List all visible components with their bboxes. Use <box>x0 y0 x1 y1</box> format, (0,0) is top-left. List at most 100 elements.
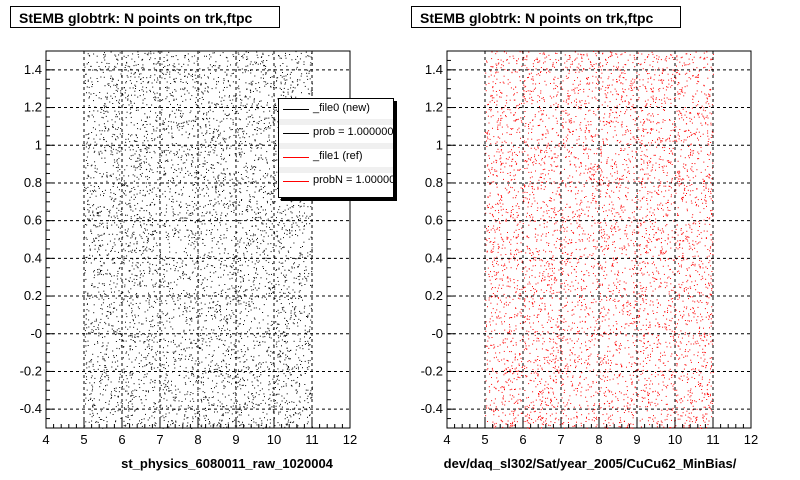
scatter-point <box>209 58 210 60</box>
scatter-point <box>151 202 153 203</box>
scatter-point <box>93 271 95 273</box>
scatter-point <box>132 53 134 55</box>
scatter-point <box>180 122 182 124</box>
scatter-point <box>178 109 180 111</box>
scatter-point <box>96 70 98 72</box>
scatter-point <box>103 283 105 285</box>
scatter-point <box>305 217 307 219</box>
scatter-point <box>217 300 219 302</box>
scatter-point <box>131 398 133 400</box>
scatter-point <box>126 255 128 257</box>
scatter-point <box>191 160 193 162</box>
scatter-point <box>120 293 122 295</box>
scatter-point <box>173 233 175 235</box>
scatter-point <box>143 223 145 225</box>
scatter-point <box>138 363 140 364</box>
scatter-point <box>208 404 210 406</box>
scatter-point <box>123 357 124 359</box>
scatter-point <box>184 162 186 164</box>
scatter-point <box>298 282 300 284</box>
scatter-point <box>262 223 264 225</box>
scatter-point <box>286 416 288 418</box>
scatter-point <box>89 393 91 395</box>
scatter-point <box>195 103 197 105</box>
scatter-point <box>265 361 267 363</box>
scatter-point <box>255 109 257 111</box>
scatter-point <box>216 162 218 164</box>
scatter-point <box>129 372 131 374</box>
scatter-point <box>308 362 309 364</box>
scatter-point <box>98 273 100 275</box>
scatter-point <box>265 257 267 259</box>
scatter-point <box>254 75 256 77</box>
scatter-point <box>104 106 106 108</box>
scatter-point <box>118 157 120 159</box>
scatter-point <box>290 87 292 89</box>
scatter-point <box>110 86 111 88</box>
scatter-point <box>164 368 166 370</box>
scatter-point <box>269 287 271 289</box>
scatter-point <box>173 399 175 401</box>
scatter-point <box>186 319 188 321</box>
scatter-point <box>237 252 239 254</box>
scatter-point <box>93 404 95 406</box>
scatter-point <box>309 70 311 72</box>
scatter-point <box>189 356 191 357</box>
scatter-point <box>249 116 251 117</box>
scatter-point <box>90 393 92 395</box>
scatter-point <box>181 127 183 129</box>
scatter-point <box>227 207 229 209</box>
scatter-point <box>151 346 153 348</box>
scatter-point <box>141 425 143 427</box>
scatter-point <box>151 234 153 236</box>
scatter-point <box>236 199 237 201</box>
scatter-point <box>264 117 266 119</box>
scatter-point <box>204 320 206 322</box>
scatter-point <box>226 303 228 305</box>
scatter-point <box>220 311 221 313</box>
scatter-point <box>102 358 104 360</box>
scatter-point <box>144 162 145 164</box>
scatter-point <box>239 290 240 292</box>
scatter-point <box>155 97 157 99</box>
scatter-point <box>135 346 137 347</box>
scatter-point <box>104 321 106 323</box>
scatter-point <box>106 384 108 386</box>
scatter-point <box>212 302 214 304</box>
scatter-point <box>177 124 179 126</box>
scatter-point <box>198 380 200 381</box>
scatter-point <box>114 262 116 264</box>
scatter-point <box>156 127 158 129</box>
scatter-point <box>163 61 165 62</box>
scatter-point <box>211 295 213 297</box>
scatter-point <box>156 407 158 409</box>
scatter-point <box>272 387 274 389</box>
scatter-point <box>224 107 226 108</box>
scatter-point <box>174 192 176 194</box>
scatter-point <box>261 388 263 390</box>
scatter-point <box>133 194 135 196</box>
scatter-point <box>132 210 134 212</box>
scatter-point <box>199 68 201 70</box>
scatter-point <box>164 196 166 198</box>
scatter-point <box>154 285 156 287</box>
scatter-point <box>305 56 307 58</box>
scatter-point <box>103 407 105 409</box>
scatter-point <box>92 414 94 416</box>
scatter-point <box>173 78 175 80</box>
scatter-point <box>126 204 128 206</box>
scatter-point <box>250 70 251 71</box>
scatter-point <box>215 70 217 72</box>
scatter-point <box>184 57 186 59</box>
scatter-point <box>117 278 119 280</box>
scatter-point <box>171 392 173 394</box>
scatter-point <box>225 424 227 425</box>
scatter-point <box>276 311 278 312</box>
scatter-point <box>99 322 101 324</box>
scatter-point <box>254 211 256 213</box>
scatter-point <box>194 203 196 205</box>
scatter-point <box>128 402 129 404</box>
scatter-point <box>228 137 230 139</box>
scatter-point <box>239 404 241 406</box>
scatter-point <box>246 289 248 291</box>
